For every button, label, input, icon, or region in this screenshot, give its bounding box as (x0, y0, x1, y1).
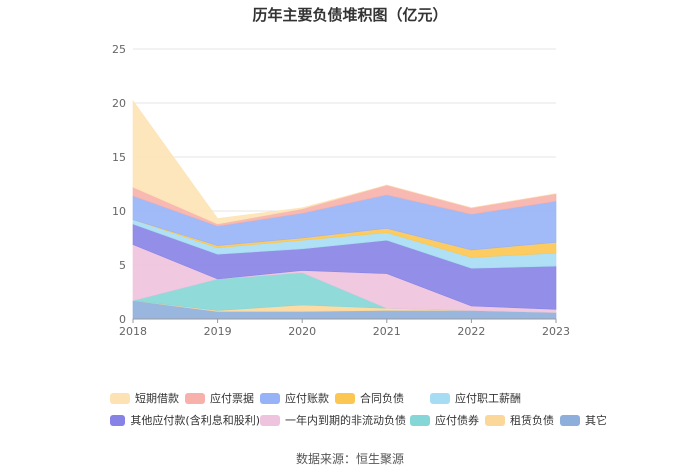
area-series-9 (132, 99, 557, 225)
legend-label: 应付票据 (210, 392, 254, 405)
legend-item[interactable]: 其它 (560, 412, 635, 428)
legend-item[interactable]: 其他应付款(含利息和股利) (110, 412, 260, 428)
legend-label: 一年内到期的非流动负债 (285, 414, 406, 427)
y-tick-label: 25 (112, 43, 126, 56)
x-tick-label: 2020 (288, 325, 316, 338)
legend-swatch (110, 414, 126, 426)
legend-label: 其它 (585, 414, 607, 427)
legend-item[interactable]: 应付票据 (185, 390, 260, 406)
legend-label: 其他应付款(含利息和股利) (130, 414, 260, 427)
y-tick-label: 15 (112, 151, 126, 164)
y-tick-label: 10 (112, 205, 126, 218)
x-tick-label: 2023 (542, 325, 570, 338)
legend-swatch (185, 392, 205, 404)
legend-label: 合同负债 (360, 392, 404, 405)
x-tick-label: 2022 (457, 325, 485, 338)
legend-label: 应付账款 (285, 392, 329, 405)
legend-item[interactable]: 合同负债 (335, 390, 430, 406)
legend-swatch (430, 392, 450, 404)
legend-swatch (485, 414, 505, 426)
y-tick-label: 5 (119, 259, 126, 272)
data-source: 数据来源：恒生聚源 (295, 452, 404, 466)
y-tick-label: 20 (112, 97, 126, 110)
legend-label: 应付债券 (435, 414, 479, 427)
legend-label: 应付职工薪酬 (455, 392, 521, 405)
legend: 短期借款 应付票据 应付账款 合同负债 应付职工薪酬其他应付款(含利息和股利) 一年内到期… (110, 388, 670, 432)
x-tick-label: 2021 (373, 325, 401, 338)
y-tick-label: 0 (119, 313, 126, 326)
axes: 0 5 10 15 20 25 2018 2019 2020 2021 2022 2023 (112, 43, 570, 338)
legend-row: 其他应付款(含利息和股利) 一年内到期的非流动负债 应付债券 租赁负债 其它 (110, 410, 670, 430)
legend-swatch (260, 392, 280, 404)
legend-label: 租赁负债 (510, 414, 554, 427)
legend-item[interactable]: 租赁负债 (485, 412, 560, 428)
legend-swatch (260, 414, 280, 426)
legend-swatch (560, 414, 580, 426)
x-tick-label: 2018 (119, 325, 147, 338)
legend-swatch (410, 414, 430, 426)
legend-swatch (110, 392, 130, 404)
legend-item[interactable]: 应付账款 (260, 390, 335, 406)
legend-label: 短期借款 (135, 392, 179, 405)
chart-title: 历年主要负债堆积图（亿元） (252, 6, 448, 24)
legend-swatch (335, 392, 355, 404)
legend-item[interactable]: 一年内到期的非流动负债 (260, 412, 410, 428)
legend-item[interactable]: 应付职工薪酬 (430, 390, 540, 406)
x-tick-label: 2019 (204, 325, 232, 338)
legend-row: 短期借款 应付票据 应付账款 合同负债 应付职工薪酬 (110, 388, 670, 408)
legend-item[interactable]: 短期借款 (110, 390, 185, 406)
legend-item[interactable]: 应付债券 (410, 412, 485, 428)
area-series (132, 99, 557, 320)
